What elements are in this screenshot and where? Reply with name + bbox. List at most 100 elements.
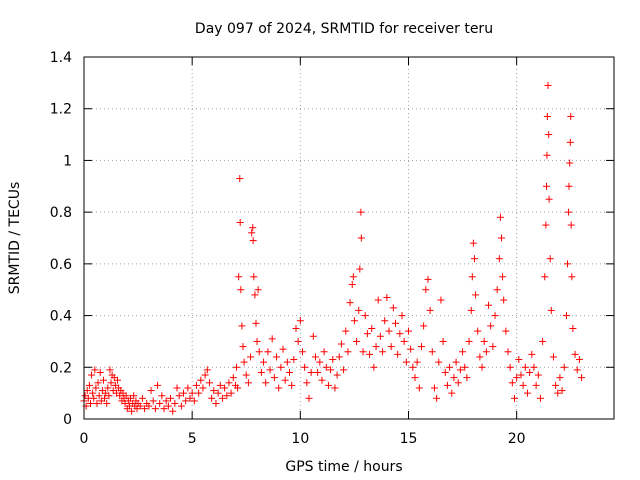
data-point [545,131,553,139]
data-point [541,273,549,281]
x-tick-label: 0 [80,431,89,447]
data-point [186,394,194,402]
data-point [417,343,425,351]
data-point [575,356,583,364]
data-point [342,327,350,335]
data-point [491,312,499,320]
data-point [190,397,198,405]
data-point [463,374,471,382]
data-point [392,319,400,327]
data-points [80,81,586,415]
x-tick-label: 15 [400,431,418,447]
data-point [154,381,162,389]
data-point [180,389,188,397]
data-point [167,394,175,402]
grid-lines [84,57,614,419]
data-point [496,213,504,221]
data-point [286,368,294,376]
data-point [130,392,138,400]
data-point [244,379,252,387]
data-point [288,381,296,389]
data-point [105,392,113,400]
data-point [249,224,257,232]
data-point [216,381,224,389]
data-point [203,366,211,374]
data-point [335,353,343,361]
data-point [554,389,562,397]
x-tick-label: 5 [188,431,197,447]
data-point [158,392,166,400]
data-point [104,384,112,392]
data-point [420,322,428,330]
data-point [318,376,326,384]
data-point [316,358,324,366]
data-point [320,348,328,356]
data-point [229,374,237,382]
data-point [305,394,313,402]
data-point [519,381,527,389]
data-point [171,399,179,407]
data-point [411,374,419,382]
data-point [521,363,529,371]
data-point [221,384,229,392]
data-point [182,397,190,405]
data-point [277,363,285,371]
data-point [568,273,576,281]
data-point [394,350,402,358]
data-point [355,306,363,314]
data-point [240,358,248,366]
data-point [164,402,172,410]
data-point [262,379,270,387]
data-point [290,356,298,364]
data-point [465,337,473,345]
data-point [424,275,432,283]
x-tick-label: 20 [508,431,526,447]
data-point [563,260,571,268]
data-point [275,384,283,392]
data-point [296,317,304,325]
data-point [254,286,262,294]
data-point [188,389,196,397]
data-point [260,358,268,366]
data-point [558,387,566,395]
data-point [151,405,159,413]
data-point [252,319,260,327]
data-point [437,296,445,304]
data-point [547,306,555,314]
data-point [448,389,456,397]
data-point [459,348,467,356]
data-point [294,337,302,345]
data-point [145,402,153,410]
data-point [539,337,547,345]
data-point [446,363,454,371]
data-point [542,221,550,229]
data-point [322,363,330,371]
data-point [372,343,380,351]
data-point [128,407,136,415]
data-point [545,195,553,203]
data-point [370,363,378,371]
data-point [565,182,573,190]
data-point [309,332,317,340]
data-point [238,322,246,330]
data-point [532,381,540,389]
data-point [212,399,220,407]
data-point [493,286,501,294]
data-point [560,363,568,371]
data-point [107,379,115,387]
data-point [366,350,374,358]
data-point [331,384,339,392]
data-point [383,293,391,301]
data-point [103,399,111,407]
y-tick-label: 0.4 [50,309,72,325]
data-point [498,234,506,242]
data-point [99,376,107,384]
data-point [344,348,352,356]
data-point [162,397,170,405]
data-point [478,363,486,371]
data-point [251,291,259,299]
data-point [534,371,542,379]
data-point [566,159,574,167]
data-point [428,348,436,356]
